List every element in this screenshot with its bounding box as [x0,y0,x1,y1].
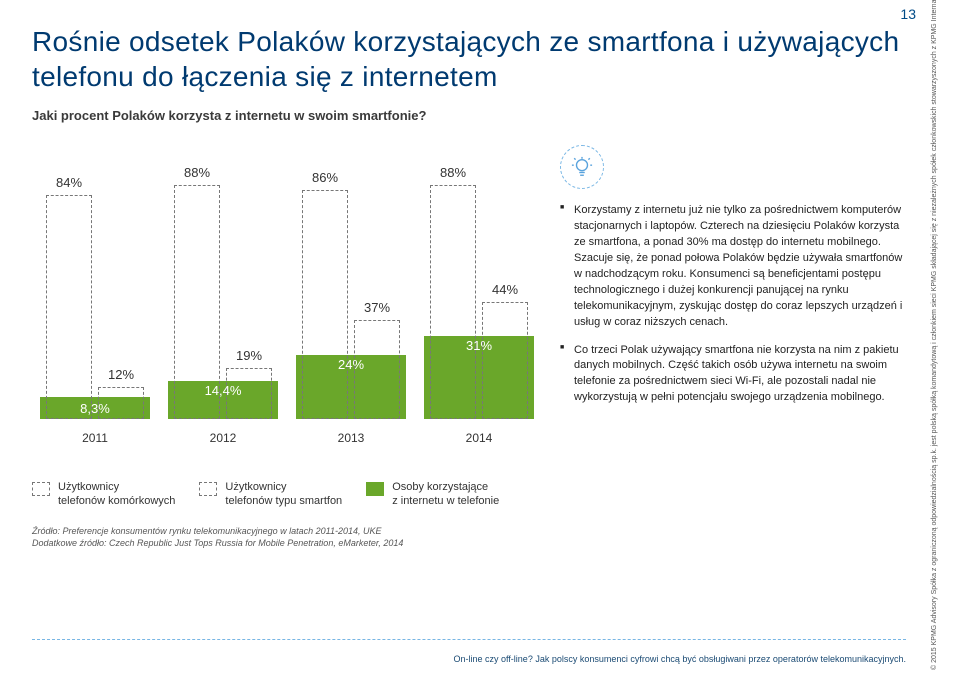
legend-swatch-dashed-icon [199,482,217,496]
legend-label: Użytkownicytelefonów typu smartfon [225,481,342,509]
bar-label-mobile: 88% [174,165,220,180]
bar-label-mobile: 84% [46,175,92,190]
legend: Użytkownicytelefonów komórkowych Użytkow… [32,481,532,509]
bar-label-mobile: 86% [302,170,348,185]
text-column: Korzystamy z internetu już nie tylko za … [560,145,906,549]
subheading: Jaki procent Polaków korzysta z internet… [32,108,906,123]
year-label: 2011 [40,431,150,445]
bullet-item: Korzystamy z internetu już nie tylko za … [560,203,906,331]
chart-column: 84% 12% 8,3% 2011 88% 19% 14,4% 2012 86% 37% 24% 20… [32,145,532,549]
source-line: Źródło: Preferencje konsumentów rynku te… [32,525,532,537]
bullet-item: Co trzeci Polak używający smartfona nie … [560,343,906,407]
bar-label-internet: 24% [296,357,406,372]
bar-label-internet: 8,3% [40,401,150,416]
year-label: 2013 [296,431,406,445]
page-title: Rośnie odsetek Polaków korzystających ze… [32,24,906,94]
bar-label-smartphone: 19% [226,348,272,363]
legend-swatch-filled-icon [366,482,384,496]
footer-text: On-line czy off-line? Jak polscy konsume… [32,654,906,664]
legend-item-smartphone: Użytkownicytelefonów typu smartfon [199,481,342,509]
bar-label-mobile: 88% [430,165,476,180]
year-label: 2014 [424,431,534,445]
source-citation: Źródło: Preferencje konsumentów rynku te… [32,525,532,549]
bar-smartphone [482,302,528,419]
legend-swatch-dashed-icon [32,482,50,496]
copyright-vertical: © 2015 KPMG Advisory Spółka z ograniczon… [926,10,952,670]
bar-label-internet: 14,4% [168,383,278,398]
copyright-text: © 2015 KPMG Advisory Spółka z ograniczon… [930,10,939,670]
legend-item-mobile: Użytkownicytelefonów komórkowych [32,481,175,509]
source-line: Dodatkowe źródło: Czech Republic Just To… [32,537,532,549]
page-number: 13 [900,6,916,22]
bullet-list: Korzystamy z internetu już nie tylko za … [560,203,906,406]
main-content: 84% 12% 8,3% 2011 88% 19% 14,4% 2012 86% 37% 24% 20… [32,145,906,549]
bar-mobile [302,190,348,419]
legend-label: Użytkownicytelefonów komórkowych [58,481,175,509]
bar-label-smartphone: 37% [354,300,400,315]
lightbulb-icon [560,145,604,189]
bar-label-internet: 31% [424,338,534,353]
legend-item-internet: Osoby korzystającez internetu w telefoni… [366,481,499,509]
bar-mobile [46,195,92,419]
bar-chart: 84% 12% 8,3% 2011 88% 19% 14,4% 2012 86% 37% 24% 20… [32,145,532,445]
divider [32,639,906,640]
legend-label: Osoby korzystającez internetu w telefoni… [392,481,499,509]
bar-label-smartphone: 12% [98,367,144,382]
bar-label-smartphone: 44% [482,282,528,297]
bar-mobile [430,185,476,419]
year-label: 2012 [168,431,278,445]
page: 13 Rośnie odsetek Polaków korzystających… [0,0,960,684]
